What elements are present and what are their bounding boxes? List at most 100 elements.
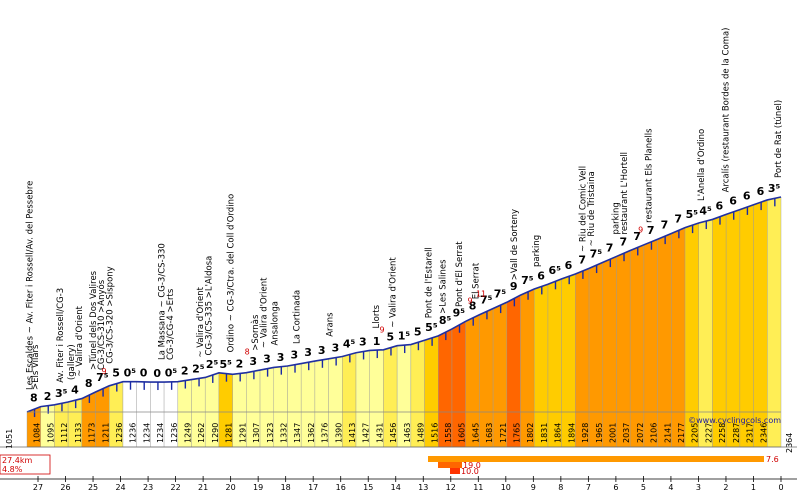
altitude-label: 2346 [759, 423, 768, 443]
profile-segment [616, 250, 631, 448]
altitude-label: 2106 [650, 423, 659, 443]
profile-segment [657, 233, 672, 448]
max-gradient-mark: 9 [379, 325, 384, 334]
altitude-label: 1721 [499, 423, 508, 443]
altitude-label: 1234 [142, 423, 151, 443]
profile-segment [753, 199, 768, 448]
gradient-label: 8⁵ [439, 314, 452, 327]
altitude-label: 1262 [197, 423, 206, 443]
gradient-label: 7 [674, 213, 682, 226]
gradient-label: 2 [236, 358, 244, 371]
altitude-label: 1489 [417, 423, 426, 443]
gradient-label: 4⁵ [699, 204, 712, 217]
gradient-label: 5⁵ [686, 208, 699, 221]
gradient-label: 7⁵ [521, 274, 534, 287]
gradient-label: 3 [263, 352, 271, 365]
altitude-label: 1281 [225, 423, 234, 443]
max-gradient-mark: 8 [245, 348, 250, 357]
km-label: 10 [501, 483, 511, 492]
km-label: 25 [88, 483, 98, 492]
place-label: CG-3/CS-320 >Sispony [105, 266, 115, 364]
gradient-label: 9 [510, 280, 518, 293]
profile-segment [671, 227, 686, 448]
km-label: 27 [33, 483, 43, 492]
altitude-label: 1133 [74, 423, 83, 443]
legend-bar [428, 456, 764, 462]
place-label: ~ Valira d'Orient [75, 305, 85, 376]
profile-segment [561, 273, 576, 448]
altitude-label: 2037 [622, 423, 631, 443]
altitude-label: 1765 [513, 423, 522, 443]
altitude-label: 1236 [129, 423, 138, 443]
gradient-label: 6 [565, 259, 573, 272]
km-label: 14 [391, 483, 401, 492]
altitude-label: 1236 [170, 423, 179, 443]
place-label: La Cortinada [292, 290, 302, 344]
gradient-label: 9⁵ [453, 306, 466, 319]
place-label: ~ Riu del Comic Vell [579, 166, 589, 252]
gradient-label: 7 [606, 241, 614, 254]
legend-bar-label: 10.0 [461, 467, 479, 476]
gradient-label: 0 [140, 367, 148, 380]
place-label: parking [532, 235, 542, 267]
place-label: restaurant L'Hortell [620, 152, 630, 234]
altitude-label: 1291 [238, 423, 247, 443]
place-label: Ansalonga [270, 301, 280, 345]
km-label: 12 [446, 483, 456, 492]
altitude-label: 1864 [554, 423, 563, 443]
gradient-ticks [33, 198, 776, 418]
profile-segment [547, 278, 562, 448]
altitude-label: 1095 [46, 423, 55, 443]
place-label: Arans [325, 312, 335, 337]
place-label: L'Anella d'Ordino [697, 129, 707, 201]
gradient-labels: 8 2 3⁵ 48 7⁵ 5 0⁵ 0 0 0⁵ 2 2⁵ 2⁵ 5⁵ 2 3 3 3 3 3 3 3 4⁵ 3 1 5 1⁵ 5 5⁵… [30, 182, 781, 405]
altitude-label: 1084 [33, 423, 42, 443]
altitude-label: 1236 [115, 423, 124, 443]
place-label: >Sornàs [251, 314, 261, 351]
km-label: 8 [558, 483, 563, 492]
place-label: Ordino ~ CG-3/Ctra. del Coll d'Ordino [226, 194, 236, 353]
altitude-label: 1558 [444, 423, 453, 443]
altitude-label: 1645 [471, 423, 480, 443]
km-label: 23 [143, 483, 153, 492]
summary-box [0, 454, 51, 475]
altitude-label: 1427 [362, 423, 371, 443]
place-label: parking [612, 202, 622, 234]
gradient-label: 3 [290, 349, 298, 362]
gradient-label: 6 [743, 190, 751, 203]
end-altitude: 2364 [785, 433, 794, 453]
altitude-label: 1290 [211, 423, 220, 443]
gradient-label: 0⁵ [165, 367, 178, 380]
place-label: >Túnel dels Dos Valires [89, 270, 99, 370]
profile-segment [575, 268, 590, 448]
gradient-label: 6 [715, 199, 723, 212]
profile-segment [767, 196, 782, 448]
altitude-label: 1456 [389, 423, 398, 443]
place-label: ~ Riu de Tristaina [587, 171, 597, 246]
place-label: >Vall de Sorteny [510, 209, 520, 280]
altitude-label: 2177 [677, 423, 686, 443]
gradient-label: 5⁵ [220, 358, 233, 371]
altitude-label: 1347 [293, 423, 302, 443]
altitude-label: 2205 [691, 423, 700, 443]
gradient-label: 3⁵ [768, 182, 781, 195]
gradient-label: 7 [647, 224, 655, 237]
km-ticks: 27 26 25 24 23 22 21 20 19 18 17 16 15 14 13 12 11 10 9 8 7 6… [0, 476, 797, 492]
altitude-label: 1323 [266, 423, 275, 443]
profile-segment [725, 209, 741, 448]
km-label: 3 [696, 483, 701, 492]
km-label: 26 [60, 483, 70, 492]
place-label: Port de Rat (túnel) [774, 100, 784, 178]
profile-segment [643, 238, 658, 448]
gradient-label: 5⁵ [425, 321, 438, 334]
km-label: 6 [613, 483, 618, 492]
legend-bar-label: 7.6 [766, 455, 779, 464]
place-label: >Les Salines [438, 259, 448, 314]
legend-bar [438, 462, 462, 468]
start-altitude: 1051 [5, 429, 14, 449]
altitude-label: 1332 [279, 423, 288, 443]
gradient-label: 3 [277, 351, 285, 364]
max-gradient-mark: 11 [476, 290, 486, 299]
place-label: CG-3/CG-4 >Erts [166, 288, 176, 360]
